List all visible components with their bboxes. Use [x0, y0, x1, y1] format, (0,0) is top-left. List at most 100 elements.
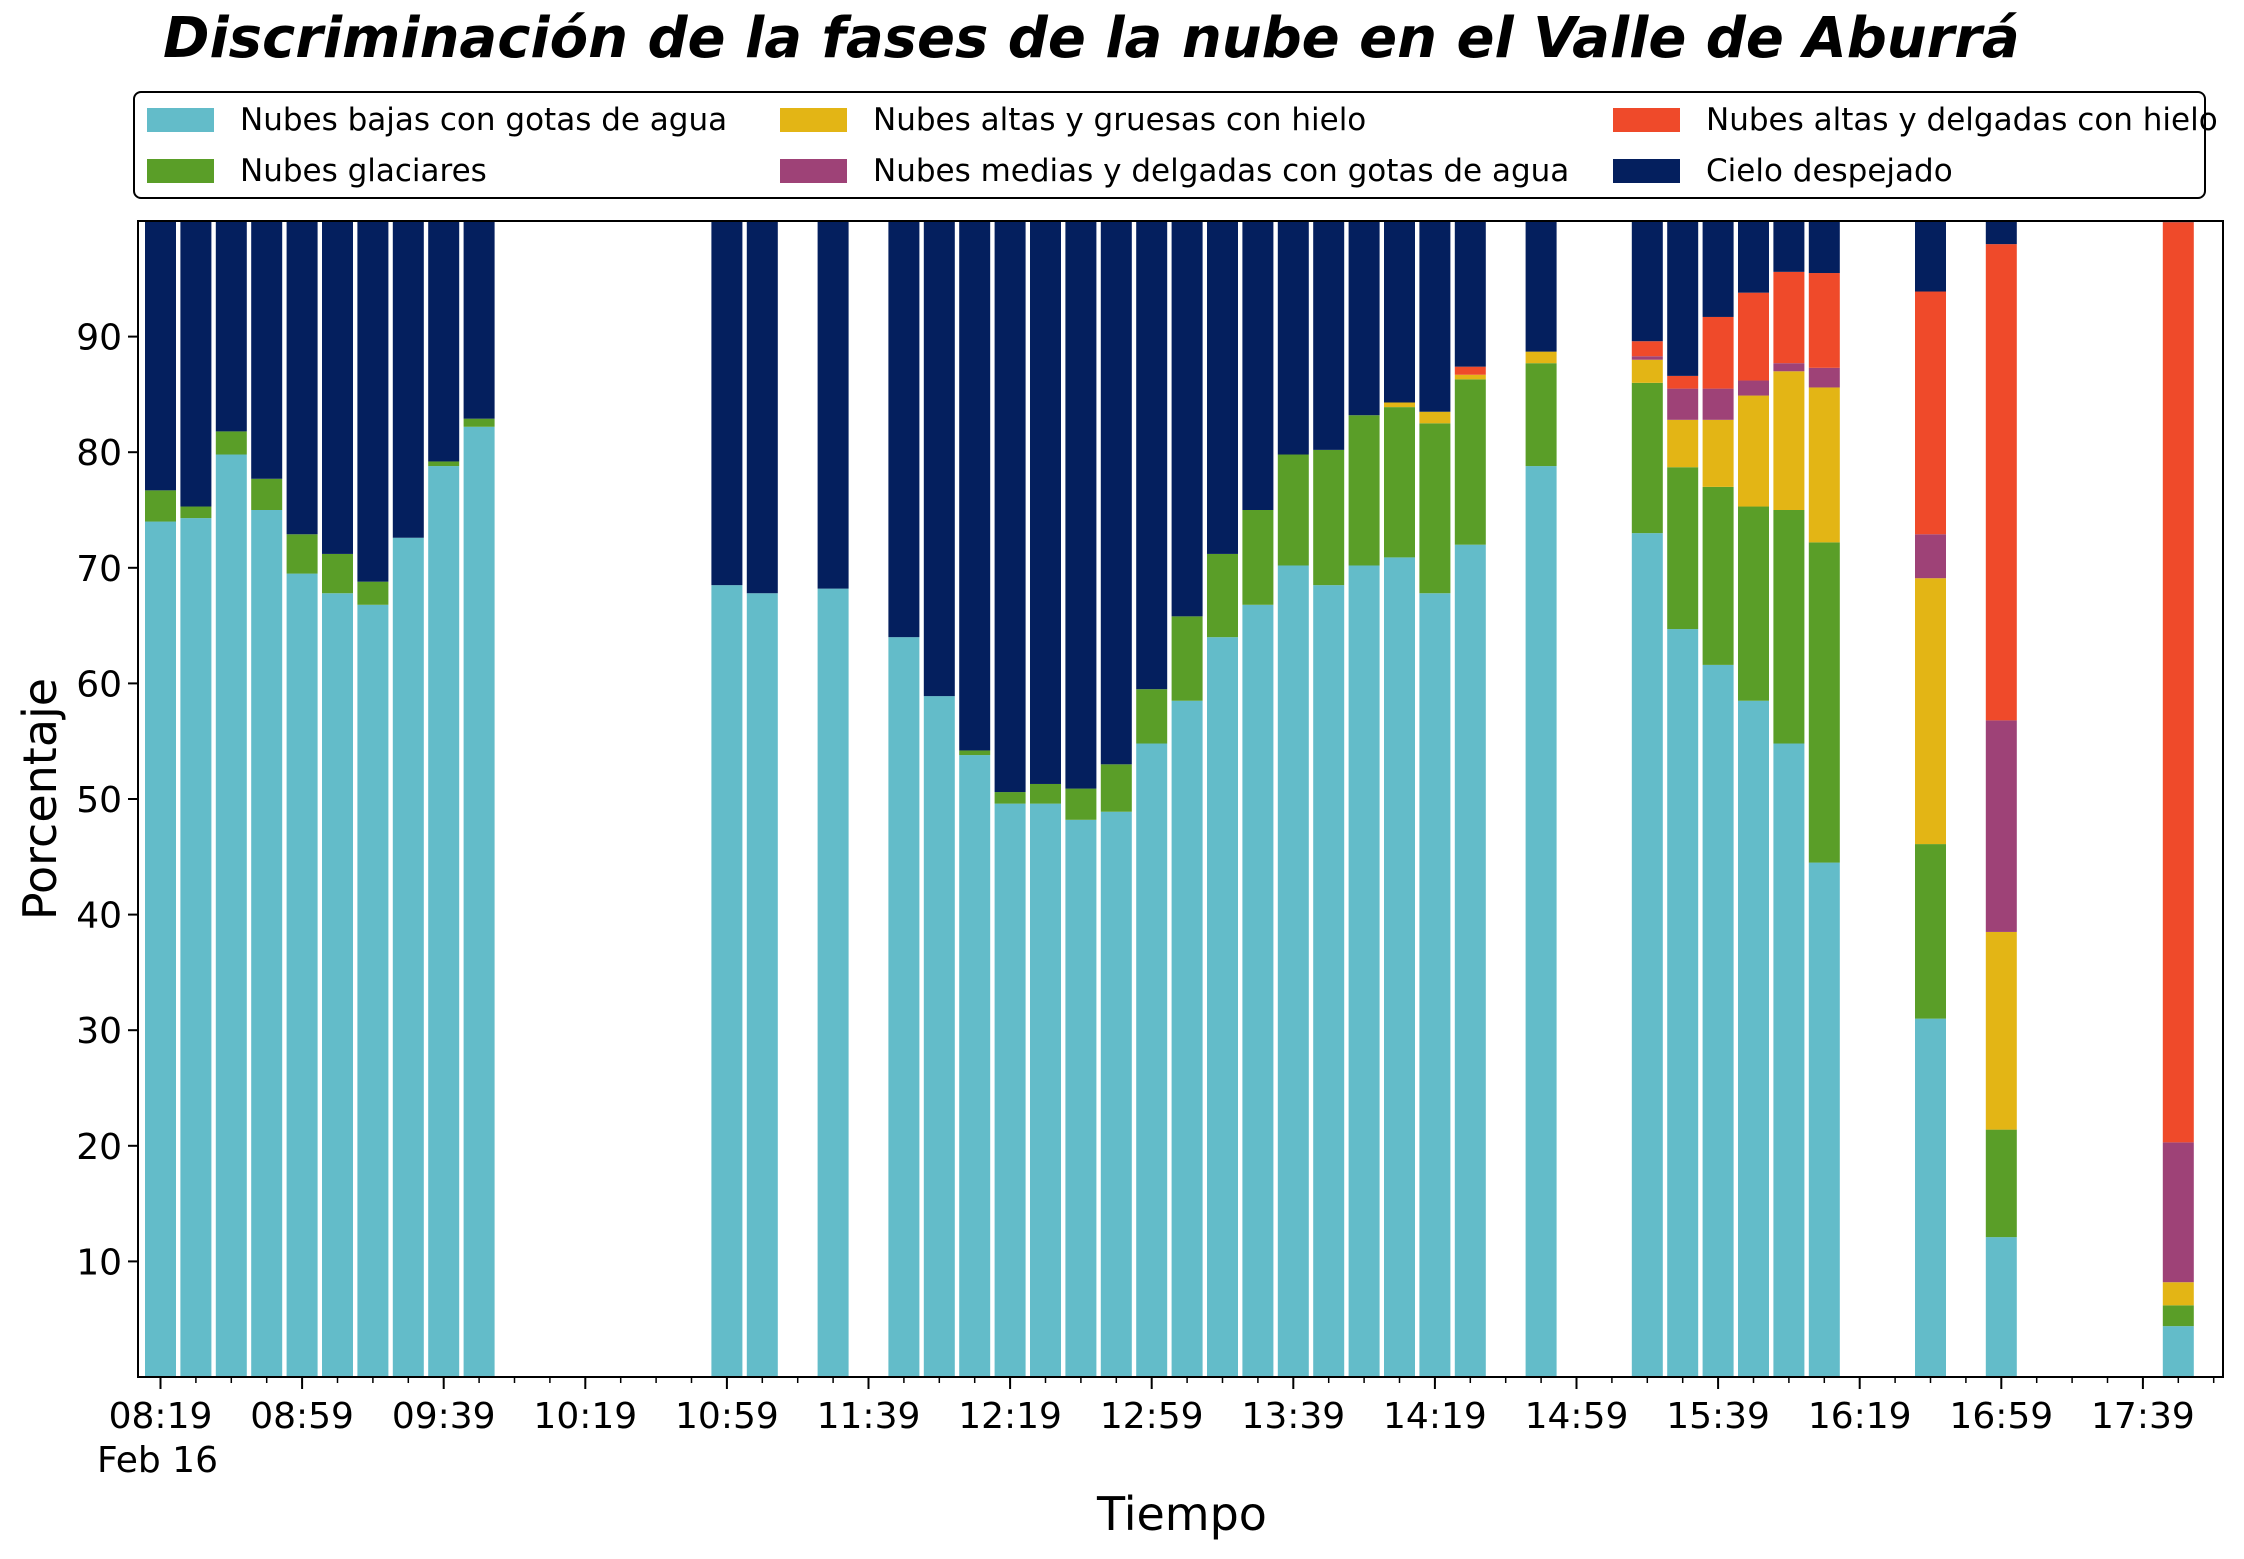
- y-axis-title: Porcentaje: [13, 678, 67, 920]
- bar-segment: [1667, 629, 1699, 1377]
- bar-segment: [959, 755, 991, 1377]
- bar-segment: [1207, 637, 1238, 1377]
- bar-segment: [1738, 221, 1769, 293]
- bar-segment: [1454, 379, 1486, 545]
- bar-segment: [1348, 221, 1380, 416]
- bar-segment: [215, 431, 247, 455]
- bar-segment: [1702, 486, 1734, 665]
- chart-title: Discriminación de la fases de la nube en…: [163, 6, 2020, 71]
- bar-segment: [1030, 803, 1061, 1377]
- bar-segment: [1738, 380, 1769, 396]
- bar-segment: [1100, 221, 1132, 765]
- bar-segment: [428, 466, 460, 1377]
- y-tick-label: 20: [76, 1127, 122, 1168]
- bar-stack: [145, 221, 176, 1377]
- bar-segment: [1773, 743, 1805, 1377]
- bar-stack: [888, 221, 920, 1377]
- bar-segment: [1985, 1129, 2017, 1238]
- bar-segment: [1100, 764, 1132, 812]
- bar-segment: [1915, 534, 1946, 579]
- bar-segment: [1313, 449, 1345, 586]
- legend-item: Nubes medias y delgadas con gotas de agu…: [780, 148, 1569, 194]
- bar-segment: [251, 510, 283, 1377]
- bar-segment: [1525, 363, 1557, 467]
- y-tick-label: 90: [76, 318, 122, 359]
- bar-stack: [1985, 221, 2017, 1377]
- bar-segment: [1454, 374, 1486, 380]
- x-tick-label: 10:19: [533, 1396, 637, 1437]
- bar-stack: [1773, 221, 1805, 1377]
- bar-stack: [1667, 221, 1699, 1377]
- legend-item: Nubes bajas con gotas de agua: [147, 97, 727, 143]
- bar-segment: [1171, 616, 1203, 701]
- legend-label: Nubes altas y gruesas con hielo: [873, 102, 1367, 138]
- bar-segment: [1738, 700, 1769, 1377]
- legend-swatch: [147, 159, 214, 183]
- bar-segment: [1667, 221, 1699, 376]
- x-tick-label: 09:39: [392, 1396, 496, 1437]
- bar-stack: [1065, 221, 1097, 1377]
- bar-stack: [1242, 221, 1274, 1377]
- bar-segment: [322, 553, 353, 594]
- legend-item: Nubes altas y gruesas con hielo: [780, 97, 1366, 143]
- bar-segment: [746, 221, 778, 594]
- bar-segment: [1348, 415, 1380, 566]
- bar-stack: [463, 221, 495, 1377]
- x-tick-label: 08:19: [109, 1396, 213, 1437]
- bar-segment: [428, 461, 460, 467]
- bar-segment: [1808, 542, 1840, 863]
- legend-swatch: [780, 108, 847, 132]
- bar-segment: [1277, 454, 1309, 566]
- bar-stack: [1738, 221, 1769, 1377]
- bar-segment: [1384, 221, 1415, 403]
- y-tick-label: 40: [76, 896, 122, 937]
- bar-stack: [1348, 221, 1380, 1377]
- bar-segment: [1738, 506, 1769, 701]
- x-tick-label: 12:19: [958, 1396, 1062, 1437]
- bar-stack: [1384, 221, 1415, 1377]
- bar-segment: [1136, 743, 1168, 1377]
- bar-segment: [1808, 862, 1840, 1377]
- y-tick-label: 70: [76, 549, 122, 590]
- bar-segment: [2162, 1305, 2194, 1327]
- bar-stack: [357, 221, 389, 1377]
- bar-segment: [286, 221, 318, 535]
- bar-segment: [1419, 411, 1451, 424]
- bar-segment: [1136, 689, 1168, 744]
- bar-segment: [817, 221, 849, 589]
- bar-segment: [1773, 271, 1805, 364]
- bar-segment: [1136, 221, 1168, 690]
- bar-segment: [145, 490, 176, 522]
- bar-segment: [357, 581, 389, 605]
- bar-segment: [322, 593, 353, 1377]
- bar-segment: [711, 221, 743, 586]
- bar-segment: [180, 518, 212, 1377]
- legend-label: Nubes medias y delgadas con gotas de agu…: [873, 153, 1570, 189]
- bar-segment: [463, 418, 495, 427]
- x-axis-title: Tiempo: [1096, 1487, 1267, 1541]
- bar-stack: [1525, 221, 1557, 1377]
- legend-label: Nubes glaciares: [240, 153, 487, 189]
- bar-segment: [180, 506, 212, 519]
- legend-label: Nubes bajas con gotas de agua: [240, 102, 728, 138]
- y-tick-label: 80: [76, 433, 122, 474]
- bar-segment: [215, 454, 247, 1377]
- bar-segment: [1242, 221, 1274, 510]
- y-tick-label: 60: [76, 664, 122, 705]
- bar-stack: [746, 221, 778, 1377]
- bar-segment: [1525, 466, 1557, 1377]
- bar-segment: [1667, 375, 1699, 389]
- bar-stack: [215, 221, 247, 1377]
- bar-segment: [1313, 221, 1345, 450]
- bar-segment: [1384, 407, 1415, 558]
- x-tick-label: 16:59: [1949, 1396, 2053, 1437]
- bar-segment: [392, 221, 424, 538]
- bar-segment: [1065, 788, 1097, 820]
- bar-segment: [463, 426, 495, 1377]
- bar-segment: [1065, 819, 1097, 1377]
- bar-stack: [1702, 221, 1734, 1377]
- bar-segment: [711, 585, 743, 1377]
- bar-segment: [1808, 367, 1840, 388]
- bar-segment: [145, 221, 176, 491]
- bar-segment: [1631, 221, 1663, 342]
